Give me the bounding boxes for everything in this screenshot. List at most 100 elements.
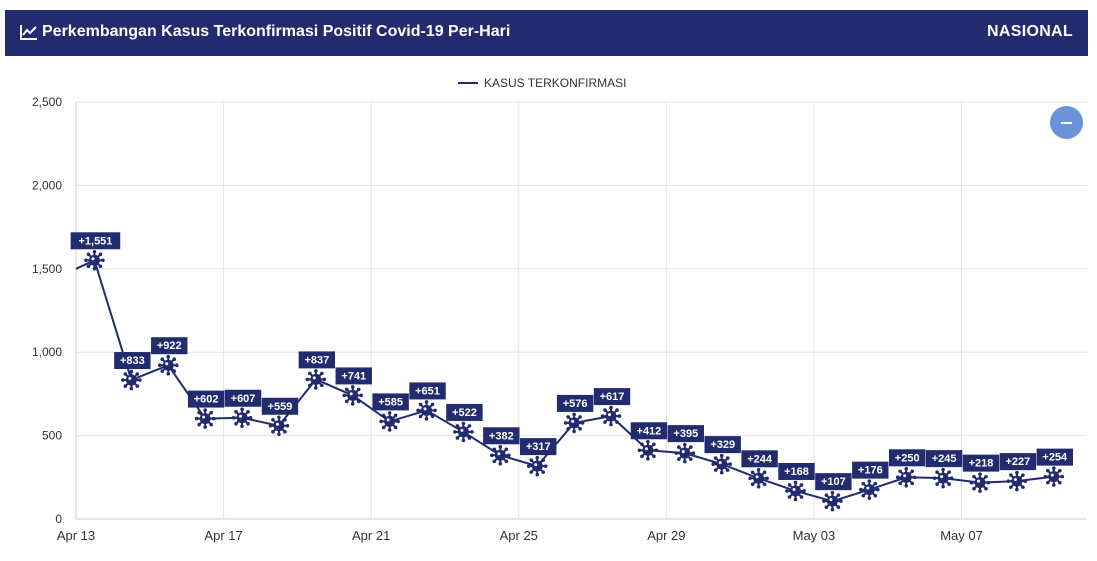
chart-legend[interactable]: KASUS TERKONFIRMASI [458, 76, 626, 90]
data-label: +107 [821, 476, 846, 488]
virus-icon[interactable] [711, 453, 733, 475]
data-label: +395 [673, 428, 698, 440]
virus-spike-tip [504, 459, 509, 464]
virus-spike-tip [1058, 468, 1062, 473]
virus-icon[interactable] [932, 467, 954, 489]
data-label-box [667, 425, 705, 443]
virus-highlight [608, 413, 612, 417]
virus-icon[interactable] [674, 442, 696, 464]
virus-icon[interactable] [526, 455, 548, 477]
virus-spike-tip [234, 421, 238, 426]
virus-highlight [312, 376, 316, 380]
virus-icon[interactable] [453, 421, 474, 443]
virus-spike-tip [344, 399, 349, 404]
virus-icon[interactable] [157, 354, 179, 376]
virus-highlight [718, 461, 722, 465]
virus-spike-tip [541, 458, 546, 462]
virus-icon[interactable] [379, 411, 400, 432]
virus-body [753, 472, 765, 484]
virus-spike-tip [793, 497, 798, 502]
virus-spike-tip [535, 455, 540, 460]
virus-spike-tip [430, 402, 435, 407]
virus-icon[interactable] [305, 369, 327, 390]
virus-spike-tip [898, 469, 902, 474]
virus-spike-tip [1058, 480, 1062, 485]
virus-spike-tip [984, 474, 988, 479]
virus-spike-tip [654, 448, 659, 453]
virus-spike-tip [787, 483, 792, 487]
virus-spike-tip [762, 482, 767, 487]
data-label: +412 [637, 425, 662, 437]
virus-spike-tip [535, 472, 540, 477]
virus-spike-tip [756, 485, 761, 489]
virus-spike-tip [637, 448, 642, 453]
minus-icon [1061, 121, 1072, 124]
virus-icon[interactable] [895, 467, 917, 488]
virus-spike-tip [461, 438, 466, 443]
virus-highlight [829, 498, 833, 502]
virus-icon[interactable] [563, 412, 585, 434]
data-label-box [151, 337, 188, 355]
x-tick-label: Apr 29 [647, 528, 685, 543]
virus-spike-tip [129, 386, 134, 391]
virus-spike-tip [526, 464, 531, 468]
virus-spike-tip [418, 414, 423, 419]
virus-highlight [1050, 473, 1054, 477]
virus-icon[interactable] [416, 400, 437, 421]
virus-spike-tip [600, 414, 605, 418]
virus-icon[interactable] [231, 407, 253, 429]
collapse-button[interactable] [1050, 106, 1083, 139]
y-tick-label: 0 [55, 512, 62, 526]
virus-spike-tip [640, 454, 644, 459]
y-tick-label: 1,000 [32, 345, 62, 359]
virus-spike-tip [603, 408, 607, 412]
virus-spike-tip [674, 451, 679, 455]
virus-icon[interactable] [859, 479, 880, 500]
data-label: +329 [710, 439, 735, 451]
data-label: +176 [858, 465, 883, 477]
virus-highlight [460, 428, 464, 432]
virus-body [347, 389, 359, 401]
virus-spike-tip [836, 505, 841, 509]
virus-icon[interactable] [785, 480, 806, 502]
virus-spike-tip [246, 409, 250, 414]
virus-icon[interactable] [637, 439, 659, 461]
virus-icon[interactable] [748, 468, 769, 489]
virus-spike-tip [873, 493, 878, 498]
virus-spike-tip [492, 447, 497, 452]
virus-spike-tip [492, 459, 497, 464]
virus-icon[interactable] [84, 249, 105, 271]
virus-icon[interactable] [822, 490, 843, 512]
virus-spike-tip [138, 378, 142, 382]
virus-spike-tip [396, 419, 400, 424]
data-label: +382 [489, 430, 514, 442]
virus-icon[interactable] [342, 385, 364, 406]
virus-spike-tip [578, 415, 582, 419]
virus-icon[interactable] [600, 405, 622, 427]
virus-icon[interactable] [1043, 466, 1065, 487]
virus-icon[interactable] [121, 369, 142, 391]
virus-icon[interactable] [268, 415, 290, 437]
data-label: +617 [600, 391, 625, 403]
virus-spike-tip [393, 413, 398, 418]
data-label-box [593, 388, 631, 406]
virus-body [531, 460, 543, 472]
virus-icon[interactable] [490, 444, 511, 466]
virus-spike-tip [839, 499, 843, 503]
virus-spike-tip [1009, 473, 1013, 477]
virus-spike-tip [640, 442, 644, 447]
virus-spike-tip [615, 408, 619, 412]
chart-title-text: Perkembangan Kasus Terkonfirmasi Positif… [42, 23, 511, 40]
data-label-box [483, 427, 520, 445]
chart-header: Perkembangan Kasus Terkonfirmasi Positif… [5, 10, 1088, 56]
data-label: +922 [157, 340, 182, 352]
virus-icon[interactable] [1006, 470, 1028, 492]
virus-icon[interactable] [969, 472, 991, 493]
virus-icon[interactable] [194, 408, 216, 429]
virus-spike-tip [646, 439, 650, 444]
data-label: +741 [341, 370, 366, 382]
virus-spike-tip [285, 423, 290, 428]
data-label-box [298, 351, 336, 369]
virus-spike-tip [240, 424, 244, 429]
x-tick-label: Apr 17 [204, 528, 242, 543]
